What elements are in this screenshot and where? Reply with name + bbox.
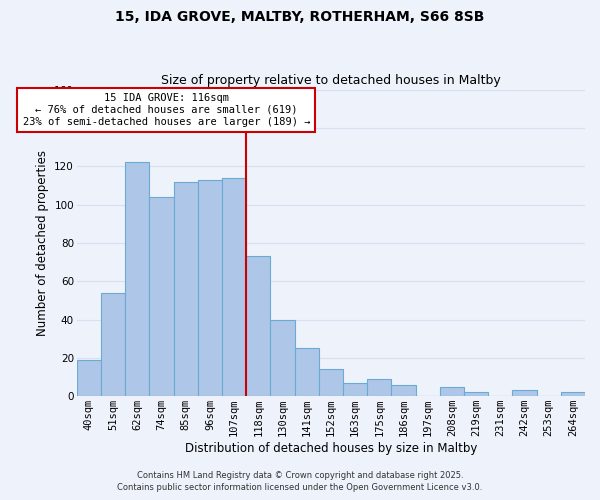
Bar bbox=[440, 386, 464, 396]
Bar bbox=[464, 392, 488, 396]
Bar bbox=[173, 182, 198, 396]
Bar bbox=[343, 383, 367, 396]
Bar bbox=[101, 292, 125, 396]
Bar bbox=[149, 197, 173, 396]
Bar bbox=[367, 379, 391, 396]
Text: Contains HM Land Registry data © Crown copyright and database right 2025.
Contai: Contains HM Land Registry data © Crown c… bbox=[118, 471, 482, 492]
Text: 15 IDA GROVE: 116sqm
← 76% of detached houses are smaller (619)
23% of semi-deta: 15 IDA GROVE: 116sqm ← 76% of detached h… bbox=[23, 94, 310, 126]
Title: Size of property relative to detached houses in Maltby: Size of property relative to detached ho… bbox=[161, 74, 501, 87]
Bar bbox=[222, 178, 246, 396]
Bar bbox=[77, 360, 101, 396]
Bar bbox=[125, 162, 149, 396]
Bar bbox=[512, 390, 536, 396]
Bar bbox=[295, 348, 319, 396]
Bar bbox=[391, 384, 416, 396]
Text: 15, IDA GROVE, MALTBY, ROTHERHAM, S66 8SB: 15, IDA GROVE, MALTBY, ROTHERHAM, S66 8S… bbox=[115, 10, 485, 24]
X-axis label: Distribution of detached houses by size in Maltby: Distribution of detached houses by size … bbox=[185, 442, 477, 455]
Bar bbox=[198, 180, 222, 396]
Bar bbox=[561, 392, 585, 396]
Bar bbox=[246, 256, 271, 396]
Bar bbox=[319, 370, 343, 396]
Y-axis label: Number of detached properties: Number of detached properties bbox=[36, 150, 49, 336]
Bar bbox=[271, 320, 295, 396]
